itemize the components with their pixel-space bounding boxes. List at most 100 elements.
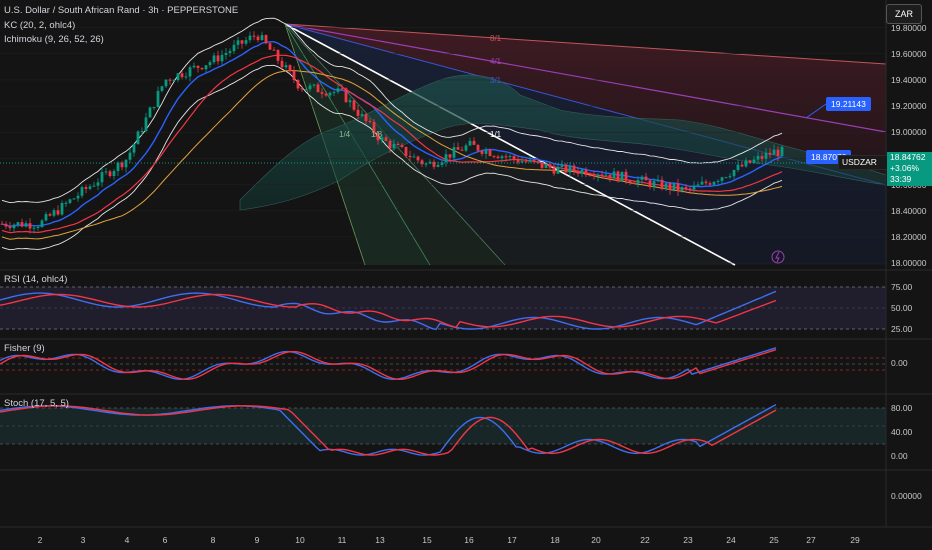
stoch-label[interactable]: Stoch (17, 5, 5) bbox=[4, 398, 69, 409]
candle-body bbox=[612, 171, 616, 179]
candle-body bbox=[368, 121, 372, 123]
stoch-tick-80: 80.00 bbox=[891, 403, 913, 413]
candle-body bbox=[284, 65, 288, 68]
fan-line-8-1 bbox=[284, 23, 887, 65]
time-tick: 2 bbox=[37, 535, 43, 545]
candle-body bbox=[244, 40, 248, 44]
candle-body bbox=[120, 162, 124, 168]
time-tick: 13 bbox=[375, 535, 385, 545]
candle-body bbox=[592, 175, 596, 177]
candle-body bbox=[208, 62, 212, 66]
candle-body bbox=[104, 171, 108, 173]
price-callout-upper[interactable]: 19.21143 bbox=[826, 97, 871, 111]
candle-body bbox=[512, 155, 516, 160]
candle-body bbox=[16, 222, 20, 225]
candle-body bbox=[112, 171, 116, 176]
candle-body bbox=[672, 183, 676, 190]
candle-body bbox=[308, 85, 312, 90]
candle-body bbox=[376, 133, 380, 141]
candle-body bbox=[176, 73, 180, 81]
candle-body bbox=[560, 164, 564, 167]
kc-upper-band bbox=[1, 17, 783, 204]
indicator-kc-label[interactable]: KC (20, 2, ohlc4) bbox=[4, 20, 76, 31]
candle-body bbox=[580, 169, 584, 174]
candle-body bbox=[588, 175, 592, 177]
candle-body bbox=[200, 67, 204, 70]
candle-body bbox=[408, 155, 412, 158]
rsi-ma-line bbox=[0, 293, 777, 329]
candle-body bbox=[476, 144, 480, 151]
candle-body bbox=[192, 65, 196, 68]
chart-title[interactable]: U.S. Dollar / South African Rand · 3h · … bbox=[4, 5, 239, 16]
candle-body bbox=[508, 155, 512, 157]
rsi-tick-25: 25.00 bbox=[891, 324, 913, 334]
time-tick: 23 bbox=[683, 535, 693, 545]
candle-body bbox=[700, 181, 704, 185]
time-tick: 3 bbox=[80, 535, 86, 545]
candle-body bbox=[468, 140, 472, 146]
candle-body bbox=[736, 164, 740, 170]
fisher-label[interactable]: Fisher (9) bbox=[4, 343, 45, 354]
time-tick: 29 bbox=[850, 535, 860, 545]
candle-body bbox=[224, 53, 228, 55]
candle-body bbox=[32, 227, 36, 229]
candle-body bbox=[472, 140, 476, 145]
candle-body bbox=[484, 150, 488, 154]
candle-body bbox=[328, 92, 332, 96]
rsi-tick-50: 50.00 bbox=[891, 303, 913, 313]
candle-body bbox=[640, 176, 644, 180]
candle-body bbox=[776, 149, 780, 157]
candle-body bbox=[36, 227, 40, 229]
candle-body bbox=[680, 187, 684, 191]
stoch-d-line bbox=[0, 405, 777, 456]
candle-body bbox=[268, 43, 272, 50]
candle-body bbox=[272, 49, 276, 51]
candle-body bbox=[684, 187, 688, 189]
candle-body bbox=[116, 162, 120, 172]
price-grid bbox=[0, 27, 886, 264]
candle-body bbox=[620, 171, 624, 182]
candle-body bbox=[80, 187, 84, 196]
candle-body bbox=[664, 183, 668, 189]
candle-body bbox=[596, 174, 600, 177]
candle-body bbox=[64, 202, 68, 204]
candle-body bbox=[304, 89, 308, 91]
candle-body bbox=[572, 165, 576, 171]
candle-body bbox=[416, 156, 420, 161]
candle-body bbox=[552, 167, 556, 174]
candle-body bbox=[76, 195, 80, 199]
candle-body bbox=[180, 73, 184, 78]
candle-body bbox=[364, 114, 368, 122]
currency-button[interactable]: ZAR bbox=[886, 4, 922, 24]
time-tick: 9 bbox=[254, 535, 260, 545]
candle-body bbox=[724, 177, 728, 179]
candle-body bbox=[528, 159, 532, 162]
lightning-icon[interactable] bbox=[771, 250, 785, 264]
candle-body bbox=[676, 183, 680, 191]
candle-body bbox=[236, 40, 240, 45]
candle-body bbox=[248, 35, 252, 41]
candle-body bbox=[488, 150, 492, 156]
candle-body bbox=[496, 156, 500, 159]
rsi-label[interactable]: RSI (14, ohlc4) bbox=[4, 274, 68, 285]
time-tick: 15 bbox=[422, 535, 432, 545]
candle-body bbox=[124, 159, 128, 168]
candle-body bbox=[40, 220, 44, 228]
candle-body bbox=[212, 55, 216, 63]
candle-body bbox=[744, 160, 748, 167]
candle-body bbox=[264, 35, 268, 44]
candle-body bbox=[380, 137, 384, 141]
time-tick: 16 bbox=[464, 535, 474, 545]
candle-body bbox=[764, 152, 768, 159]
fan-label-1-1: 1/1 bbox=[490, 130, 502, 139]
candle-body bbox=[216, 55, 220, 62]
time-tick: 11 bbox=[337, 535, 347, 545]
candle-body bbox=[420, 160, 424, 165]
candle-body bbox=[332, 91, 336, 93]
indicator-ichimoku-label[interactable]: Ichimoku (9, 26, 52, 26) bbox=[4, 34, 104, 45]
candle-body bbox=[20, 222, 24, 227]
candle-body bbox=[84, 187, 88, 189]
candle-body bbox=[48, 214, 52, 216]
